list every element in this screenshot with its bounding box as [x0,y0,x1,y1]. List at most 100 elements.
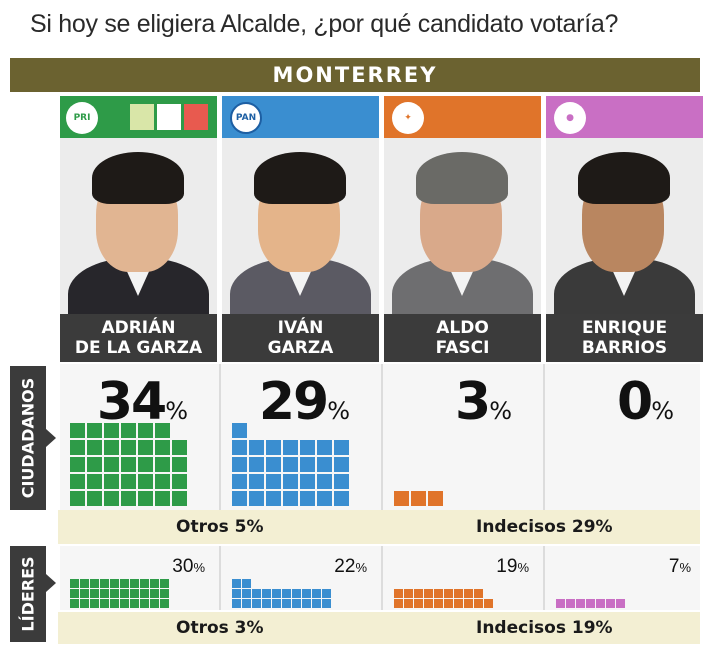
ciudadanos-bar-unit [87,474,102,489]
lideres-bar-unit [242,589,251,598]
lideres-bar-unit [474,589,483,598]
ciudadanos-bar-unit [104,474,119,489]
lideres-pct-2: 22% [334,556,367,577]
lideres-bar-unit [252,599,261,608]
last-name: DE LA GARZA [74,338,203,358]
lideres-bar-unit [282,589,291,598]
ciudadanos-bar-unit [155,474,170,489]
ciudadanos-bar-unit [87,423,102,438]
lideres-bar-unit [576,599,585,608]
ciudadanos-bar-unit [249,474,264,489]
lideres-bar-unit [394,589,403,598]
column-divider [381,546,383,610]
lideres-bar-unit [100,589,109,598]
lideres-bar-unit [556,599,565,608]
mc-logo-icon: ✦ [392,102,424,134]
coalition-logo-icon [130,104,154,130]
ciudadanos-bar-unit [317,491,332,506]
ciudadanos-bar-unit [300,491,315,506]
ciudadanos-bar-unit [70,423,85,438]
ciudadanos-bar-unit [121,491,136,506]
candidate-column-4: ● ENRIQUE BARRIOS [546,96,703,362]
ciudadanos-bar-unit [121,423,136,438]
lideres-bar-unit [90,599,99,608]
lideres-bar-unit [616,599,625,608]
lideres-bar-unit [110,579,119,588]
lideres-bar-unit [120,599,129,608]
lideres-bar-unit [140,599,149,608]
pri-logo-icon: PRI [66,102,98,134]
lideres-bar-unit [242,579,251,588]
lideres-bar-unit [292,589,301,598]
ciudadanos-bar-unit [300,457,315,472]
ciudadanos-bar-unit [104,457,119,472]
indecisos-label: Indecisos 19% [476,618,613,638]
lideres-bar-unit [232,599,241,608]
candidate-name: ENRIQUE BARRIOS [546,314,703,362]
column-divider [381,364,383,510]
lideres-bar-unit [80,589,89,598]
lideres-bar-unit [566,599,575,608]
lideres-bar-unit [232,589,241,598]
chart-title: Si hoy se eligiera Alcalde, ¿por qué can… [30,10,619,38]
lideres-bar-unit [160,589,169,598]
ciudadanos-bar-unit [249,491,264,506]
lideres-bar-unit [150,579,159,588]
lideres-bar-unit [606,599,615,608]
lideres-bar-unit [70,579,79,588]
city-header: MONTERREY [10,58,700,92]
ciudadanos-bar-unit [394,491,409,506]
lideres-bar-unit [272,599,281,608]
ciudadanos-bar-unit [155,440,170,455]
ciudadanos-bar-unit [70,491,85,506]
ciudadanos-bar-unit [138,474,153,489]
lideres-bar-unit [414,589,423,598]
lideres-bar-unit [130,599,139,608]
ciudadanos-bar-unit [249,457,264,472]
ciudadanos-pct-2: 29% [258,372,350,432]
ciudadanos-bar-unit [172,491,187,506]
candidate-name: ALDO FASCI [384,314,541,362]
lideres-bar-unit [322,599,331,608]
ciudadanos-bar-unit [121,474,136,489]
lideres-bar-unit [586,599,595,608]
lideres-bar-unit [150,589,159,598]
lideres-bar-unit [272,589,281,598]
ciudadanos-pct-4: 0% [617,372,674,432]
arrow-icon [46,574,56,592]
coalition-logo-icon [184,104,208,130]
ciudadanos-bar-unit [317,474,332,489]
column-divider [543,546,545,610]
lideres-bar-unit [130,579,139,588]
lideres-bar-unit [232,579,241,588]
ciudadanos-bar-unit [334,491,349,506]
lideres-bar-unit [110,589,119,598]
lideres-bar-unit [454,589,463,598]
ciudadanos-bar-unit [87,491,102,506]
last-name: BARRIOS [581,338,668,358]
lideres-bar-unit [312,589,321,598]
ciudadanos-bar-unit [283,440,298,455]
ciudadanos-bar-unit [334,457,349,472]
party-strip: ✦ [384,96,541,138]
ciudadanos-bar-unit [172,457,187,472]
lideres-bar-unit [434,599,443,608]
ciudadanos-bar-unit [249,440,264,455]
lideres-pct-3: 19% [496,556,529,577]
arrow-icon [46,429,56,447]
ciudadanos-bar-unit [138,440,153,455]
lideres-bar-unit [454,599,463,608]
lideres-side-label: LÍDERES [10,546,46,642]
lideres-bar-unit [484,599,493,608]
lideres-summary: Otros 3% Indecisos 19% [58,612,700,644]
lideres-bar-unit [262,589,271,598]
lideres-bar-unit [130,589,139,598]
candidate-photo [546,138,703,314]
lideres-bar-unit [140,579,149,588]
otros-label: Otros 3% [176,618,264,638]
first-name: ADRIÁN [101,318,176,338]
lideres-bar-unit [302,599,311,608]
ciudadanos-bar-unit [300,474,315,489]
lideres-bar-unit [596,599,605,608]
ciudadanos-bar-unit [266,491,281,506]
